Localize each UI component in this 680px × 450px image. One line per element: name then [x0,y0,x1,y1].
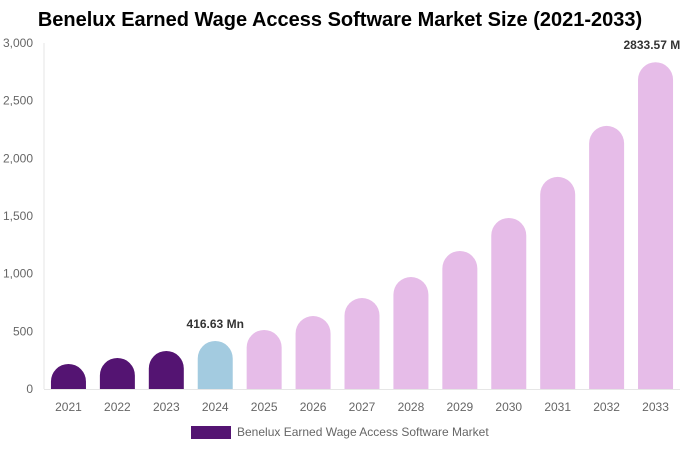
legend-label: Benelux Earned Wage Access Software Mark… [237,425,489,439]
bar-2029 [442,250,478,389]
x-tick-label: 2033 [642,400,669,414]
bar-2031 [540,176,576,389]
x-tick-label: 2027 [349,400,376,414]
x-tick-label: 2023 [153,400,180,414]
x-tick-label: 2022 [104,400,131,414]
x-tick-label: 2021 [55,400,82,414]
legend[interactable]: Benelux Earned Wage Access Software Mark… [191,425,489,439]
chart-title: Benelux Earned Wage Access Software Mark… [37,9,643,31]
x-tick-label: 2028 [398,400,425,414]
y-tick-label: 1,000 [3,267,33,281]
bar-2023 [148,350,184,389]
x-tick-label: 2030 [495,400,522,414]
y-tick-label: 0 [26,382,33,396]
bar-2027 [344,298,380,389]
y-tick-label: 500 [13,324,33,338]
bar-2025 [246,329,282,389]
y-tick-label: 3,000 [3,36,33,50]
data-label: 416.63 Mn [187,317,244,331]
bar-2022 [99,357,135,389]
bar-2030 [491,217,527,389]
bar-2033 [638,62,674,390]
bar-2024 [197,340,233,389]
y-tick-label: 2,500 [3,94,33,108]
legend-swatch [191,425,231,439]
x-tick-label: 2026 [300,400,327,414]
x-tick-label: 2032 [593,400,620,414]
x-tick-label: 2025 [251,400,278,414]
bar-2032 [589,125,625,390]
bar-2026 [295,315,331,389]
y-tick-label: 1,500 [3,209,33,223]
x-tick-label: 2024 [202,400,229,414]
x-tick-label: 2031 [544,400,571,414]
bar-2021 [50,363,86,389]
x-tick-label: 2029 [446,400,473,414]
bar-2028 [393,277,429,389]
data-label: 2833.57 Mn [624,38,680,52]
y-tick-label: 2,000 [3,151,33,165]
